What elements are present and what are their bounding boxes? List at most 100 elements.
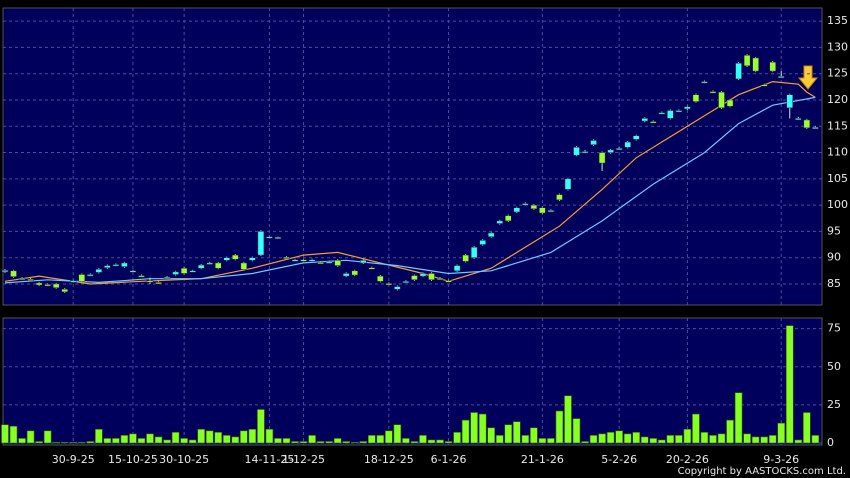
candle-body (121, 262, 128, 267)
volume-bar (52, 441, 60, 444)
volume-bar (95, 428, 103, 444)
volume-bar (564, 395, 572, 444)
x-tick-label: 20-2-26 (666, 453, 709, 466)
volume-bar (615, 430, 623, 444)
volume-bar (26, 430, 35, 444)
x-tick-label: 18-12-25 (364, 453, 414, 466)
candle-body (291, 259, 299, 262)
volume-bar (120, 435, 129, 444)
candle-body (1, 270, 9, 273)
y-tick-label: 100 (827, 198, 848, 211)
candle-body (684, 106, 691, 110)
candle-body (624, 141, 631, 148)
y-tick-label: 130 (827, 40, 848, 53)
candle-body (325, 261, 333, 264)
candle-body (18, 277, 26, 280)
volume-bar (1, 424, 9, 444)
candle-body (308, 259, 316, 262)
candle-body (556, 194, 563, 201)
volume-bar (274, 438, 282, 444)
moving-average-line (4, 80, 816, 285)
volume-bar (112, 438, 120, 444)
candle-body (249, 257, 256, 261)
candle-body (274, 236, 282, 239)
candle-body (394, 286, 401, 290)
volume-bar (478, 413, 487, 444)
volume-bar (640, 436, 649, 444)
volume-bar (205, 430, 214, 444)
candle-body (61, 288, 68, 293)
volume-bar (734, 392, 743, 444)
volume-bar (43, 430, 52, 444)
candle-body (104, 265, 111, 268)
candle-body (615, 148, 623, 151)
x-tick-label: 30-9-25 (52, 453, 95, 466)
candle-body (650, 121, 657, 124)
volume-bar (803, 412, 811, 444)
volume-bar (103, 438, 112, 444)
volume-bar (18, 438, 26, 444)
arrow-icon (797, 65, 819, 90)
volume-bar (291, 441, 299, 444)
candle-body (223, 257, 231, 261)
x-tick-label: 30-10-25 (159, 453, 209, 466)
volume-bar (530, 427, 538, 444)
candle-body (360, 260, 367, 264)
candle-body (27, 278, 34, 281)
x-tick-label: 6-1-26 (431, 453, 467, 466)
volume-bar (9, 425, 18, 444)
candle-body (283, 256, 290, 259)
volume-bar (316, 441, 325, 444)
candle-body (368, 267, 376, 270)
volume-panel (2, 317, 823, 446)
x-tick-label: 15-10-25 (108, 453, 158, 466)
candle-body (87, 274, 94, 277)
y-tick-label: 110 (827, 146, 848, 159)
candle-body (573, 147, 580, 156)
candle-body (351, 270, 358, 276)
volume-bar (717, 433, 726, 444)
volume-bar (427, 439, 436, 444)
volume-bar (350, 441, 359, 444)
candle-body (675, 110, 683, 113)
candle-body (240, 262, 248, 270)
volume-bar (367, 435, 376, 444)
candle-body (547, 210, 555, 213)
candle-body (78, 274, 86, 282)
y-tick-label: 95 (827, 224, 841, 237)
price-panel (2, 7, 823, 306)
volume-bar (658, 439, 666, 444)
volume-bar (180, 438, 188, 444)
candle-body (598, 152, 606, 164)
x-tick-label: 21-1-26 (521, 453, 564, 466)
volume-bar (743, 433, 751, 444)
volume-bar (683, 428, 692, 444)
candle-body (479, 240, 486, 245)
candle-body (769, 61, 776, 72)
candle-body (658, 112, 666, 115)
candle-body (590, 140, 597, 145)
candle-body (129, 270, 137, 273)
volume-bar (436, 439, 444, 444)
candle-body (172, 271, 179, 275)
y-tick-label: 105 (827, 172, 848, 185)
candle-body (334, 260, 341, 266)
y-tick-label: 85 (827, 277, 841, 290)
candle-body (445, 280, 452, 283)
candle-body (641, 118, 648, 122)
copyright: Copyright by AASTOCKS.com Ltd. (678, 466, 846, 477)
volume-bar (785, 325, 794, 444)
volume-bar (222, 435, 231, 444)
candle-body (10, 270, 17, 277)
candle-body (505, 215, 512, 222)
volume-bar (257, 409, 265, 444)
candle-body (377, 275, 384, 282)
volume-bar (214, 432, 223, 444)
volume-bar (325, 441, 333, 444)
volume-bar (77, 441, 86, 444)
candle-body (462, 254, 469, 262)
candle-body (197, 264, 205, 269)
volume-bar (342, 441, 351, 444)
volume-bar (811, 435, 820, 444)
candle-body (760, 84, 768, 87)
